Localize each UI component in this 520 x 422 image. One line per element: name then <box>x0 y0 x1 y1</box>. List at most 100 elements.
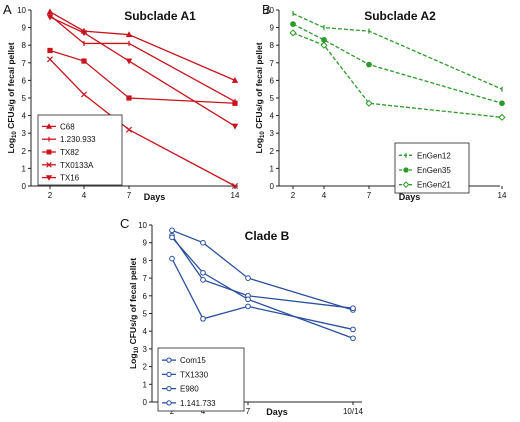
y-tick-label: 10 <box>138 221 147 230</box>
series-line <box>49 49 236 104</box>
data-point <box>365 99 373 107</box>
data-point <box>125 126 133 133</box>
y-tick-label: 9 <box>270 24 275 33</box>
legend-entry: EnGen35 <box>417 166 451 175</box>
y-tick-label: 10 <box>17 6 26 15</box>
data-point <box>499 100 505 107</box>
x-axis-label: Days <box>399 192 421 202</box>
x-tick-label: 7 <box>367 191 372 200</box>
data-point <box>125 31 133 38</box>
series-EnGen21 <box>289 29 506 121</box>
y-tick-label: 6 <box>22 76 27 85</box>
legend-entry: TX82 <box>60 148 80 157</box>
legend: EnGen12 EnGen35 EnGen21 <box>394 142 470 194</box>
y-tick-label: 1 <box>22 164 27 173</box>
x-tick-label: 14 <box>231 191 240 200</box>
x-tick-label: 7 <box>127 191 132 200</box>
series-line <box>292 23 503 104</box>
x-tick-label: 2 <box>48 191 53 200</box>
data-point <box>47 47 53 54</box>
legend-entry: C68 <box>60 122 75 131</box>
data-point <box>80 30 88 37</box>
chart-title: Subclade A1 <box>124 9 196 23</box>
data-point <box>169 227 175 234</box>
y-tick-label: 9 <box>143 239 148 248</box>
data-point <box>350 305 356 312</box>
data-point <box>125 58 133 65</box>
series-TX0133A <box>46 56 239 190</box>
legend-entry: E980 <box>180 385 199 394</box>
data-point <box>80 91 88 98</box>
series-TX16 <box>46 14 239 130</box>
y-tick-label: 1 <box>270 164 275 173</box>
data-point <box>81 58 87 64</box>
y-tick-label: 6 <box>143 292 148 301</box>
data-point <box>350 326 356 333</box>
y-tick-label: 7 <box>270 59 275 68</box>
data-point <box>46 14 54 21</box>
data-point <box>320 41 328 49</box>
y-tick-label: 2 <box>22 147 27 156</box>
legend-marker <box>166 371 172 378</box>
x-axis-label: Days <box>144 192 166 202</box>
data-point <box>200 315 206 322</box>
legend-marker <box>166 385 172 392</box>
legend-entry: 1.141.733 <box>180 399 216 408</box>
data-point <box>290 21 296 27</box>
y-tick-label: 3 <box>270 129 275 138</box>
series-line <box>49 11 236 81</box>
y-tick-label: 4 <box>270 112 275 121</box>
series-line <box>49 16 236 127</box>
data-point <box>245 275 251 281</box>
y-axis-label: Log10 CFUs/g of fecal pellet <box>128 258 140 369</box>
panel-b: B Subclade A2 0 1 2 3 4 5 6 7 8 9 10 2 4 7 14 Days Log10 C… <box>254 2 507 202</box>
legend-entry: EnGen21 <box>417 181 451 190</box>
legend-marker <box>166 400 172 406</box>
y-tick-label: 2 <box>143 363 148 372</box>
data-point <box>245 303 251 310</box>
series-line <box>49 14 236 103</box>
y-tick-label: 7 <box>143 274 148 283</box>
legend-marker <box>166 357 172 363</box>
y-tick-label: 3 <box>22 129 27 138</box>
y-tick-label: 1 <box>143 380 148 389</box>
y-axis-label: Log10 CFUs/g of fecal pellet <box>6 42 18 153</box>
data-point <box>200 269 206 276</box>
legend-marker <box>46 161 52 168</box>
y-tick-label: 8 <box>143 256 148 265</box>
panel-c: C Clade B 0 1 2 3 4 5 6 7 8 9 10 2 4 7 10/14 Days Log10 CF… <box>120 216 364 417</box>
legend-entry: TX16 <box>60 174 80 183</box>
panel-label: A <box>3 2 12 17</box>
legend-marker <box>45 175 53 181</box>
data-point <box>289 29 297 37</box>
y-tick-label: 5 <box>22 94 27 103</box>
x-tick-label: 4 <box>322 191 327 200</box>
data-point <box>169 234 175 241</box>
series-EnGen12 <box>292 10 503 92</box>
legend-entry: TX0133A <box>60 161 94 170</box>
panel-label: B <box>262 2 271 17</box>
x-tick-label: 14 <box>498 191 507 200</box>
series-line <box>171 229 354 311</box>
x-tick-label: 2 <box>170 407 175 416</box>
y-tick-label: 3 <box>143 345 148 354</box>
x-tick-label: 4 <box>82 191 87 200</box>
series-E980 <box>169 255 356 333</box>
legend: Com15 TX1330 E980 1.141.733 <box>157 347 245 412</box>
y-tick-label: 9 <box>22 24 27 33</box>
y-tick-label: 4 <box>22 112 27 121</box>
chart-title: Clade B <box>245 229 290 243</box>
y-tick-label: 6 <box>270 76 275 85</box>
legend-entry: 1.230.933 <box>60 135 96 144</box>
x-tick-label: 4 <box>201 407 206 416</box>
y-tick-label: 10 <box>265 6 274 15</box>
series-line <box>292 12 503 90</box>
y-tick-label: 7 <box>22 59 27 68</box>
data-point <box>200 239 206 246</box>
legend-marker <box>402 181 410 189</box>
y-tick-label: 0 <box>270 182 275 191</box>
series-1.230.933 <box>49 12 236 105</box>
x-axis-label: Days <box>266 407 288 417</box>
data-point <box>350 335 356 342</box>
